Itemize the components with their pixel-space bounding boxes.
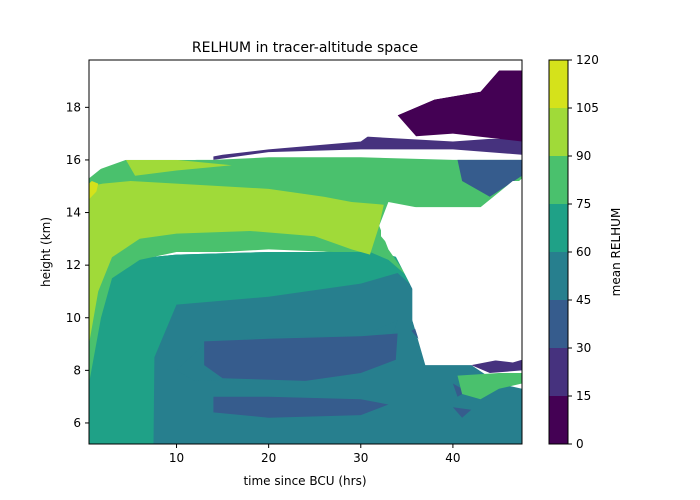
colorbar-swatch — [549, 60, 568, 108]
colorbar-tick-label: 105 — [576, 101, 599, 115]
colorbar-swatch — [549, 396, 568, 444]
contour-region — [89, 181, 99, 200]
x-axis-label: time since BCU (hrs) — [243, 474, 366, 488]
contour-region — [452, 407, 472, 418]
contour-region — [452, 383, 467, 397]
chart-title: RELHUM in tracer-altitude space — [192, 40, 418, 56]
contour-region — [457, 373, 522, 400]
colorbar-tick-label: 75 — [576, 197, 591, 211]
y-axis-label: height (km) — [39, 217, 53, 287]
contour-region — [89, 181, 384, 345]
colorbar-label: mean RELHUM — [609, 208, 623, 297]
colorbar-tick-label: 30 — [576, 341, 591, 355]
y-tick-label: 16 — [66, 153, 81, 167]
y-tick-label: 8 — [73, 363, 81, 377]
colorbar-swatch — [549, 348, 568, 396]
contour-layer — [89, 60, 522, 444]
colorbar: 0 15 30 45 60 75 90 105 120 — [548, 53, 599, 451]
colorbar-swatch — [549, 252, 568, 300]
colorbar-tick-label: 60 — [576, 245, 591, 259]
plot-area — [89, 60, 522, 444]
contour-region — [471, 359, 522, 373]
x-tick-label: 40 — [445, 451, 460, 465]
contour-region — [204, 333, 398, 381]
missing-data-region — [381, 181, 522, 363]
y-tick-label: 6 — [73, 416, 81, 430]
contour-region — [125, 159, 232, 176]
contour-region — [89, 249, 413, 444]
colorbar-swatch — [549, 108, 568, 156]
contour-region — [457, 159, 522, 197]
x-axis: 10 20 30 40 — [169, 444, 461, 465]
y-tick-label: 14 — [66, 206, 81, 220]
y-tick-label: 18 — [66, 100, 81, 114]
colorbar-swatch — [549, 156, 568, 204]
contour-region — [397, 70, 522, 142]
colorbar-tick-label: 45 — [576, 293, 591, 307]
y-tick-label: 12 — [66, 258, 81, 272]
colorbar-tick-label: 15 — [576, 389, 591, 403]
missing-data-region — [89, 60, 522, 179]
y-tick-label: 10 — [66, 311, 81, 325]
x-tick-label: 30 — [353, 451, 368, 465]
x-tick-label: 10 — [169, 451, 184, 465]
colorbar-tick-label: 90 — [576, 149, 591, 163]
plot-frame — [88, 59, 523, 445]
y-axis: 6 8 10 12 14 16 18 — [66, 100, 89, 430]
colorbar-tick-label: 120 — [576, 53, 599, 67]
colorbar-tick-label: 0 — [576, 437, 584, 451]
x-tick-label: 20 — [261, 451, 276, 465]
colorbar-swatch — [549, 204, 568, 252]
contour-region — [213, 396, 389, 418]
colorbar-swatch — [549, 300, 568, 348]
